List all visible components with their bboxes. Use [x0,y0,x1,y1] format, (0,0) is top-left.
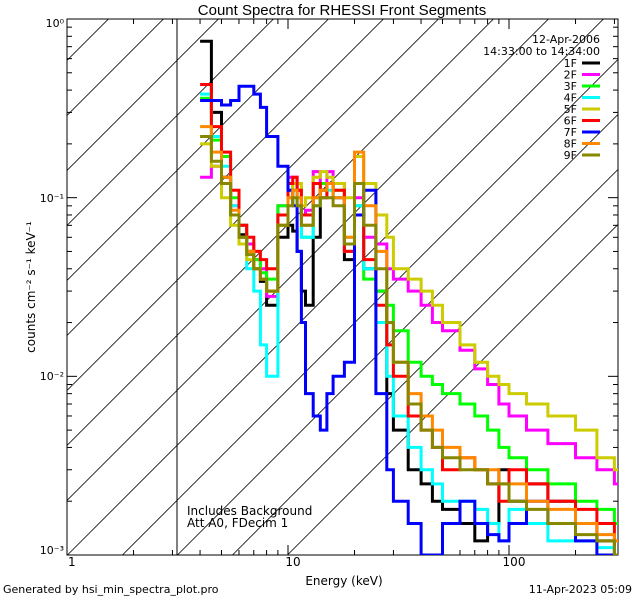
y-tick-label-1e-3: 10⁻³ [40,544,64,557]
hatch-line [67,19,440,392]
shaded-region [67,19,618,555]
hatch-line [67,19,110,62]
y-tick-label-1e-1: 10⁻¹ [40,192,64,205]
hatch-line [67,19,165,117]
hatch-line [122,58,618,555]
hatch-line [67,19,330,282]
footer-timestamp: 11-Apr-2023 05:09 [528,583,632,596]
legend-label-9F: 9F [564,149,577,162]
legend-label-8F: 8F [564,138,577,151]
y-tick-label-1e0: 10⁰ [46,17,65,30]
series-5F [200,142,618,472]
y-tick-label-1e-2: 10⁻² [40,370,64,383]
plot-frame [66,18,619,556]
axis-ticks [66,18,618,556]
hatch-line [67,19,220,172]
x-tick-label-1: 1 [68,555,76,569]
legend-label-4F: 4F [564,92,577,105]
series-7F [200,84,618,555]
hatch-line [287,223,618,555]
series-2F [200,164,618,486]
series-9F [200,135,618,555]
legend-label-2F: 2F [564,69,577,82]
hatch-line [67,19,495,447]
x-axis-label: Energy (keV) [305,574,382,588]
footer-generator: Generated by hsi_min_spectra_plot.pro [3,583,219,596]
legend-label-1F: 1F [564,57,577,70]
time-range-label: 14:33:00 to 14:34:00 [483,45,600,58]
hatch-line [67,19,385,337]
series-3F [200,96,618,525]
x-tick-label-10: 10 [285,555,300,569]
annotation-background: Includes Background [187,504,312,518]
hatch-line [67,19,605,555]
chart-title: Count Spectra for RHESSI Front Segments [198,2,486,19]
hatch-line [67,19,275,227]
series-4F [200,92,618,555]
hatch-line [177,113,618,555]
y-axis-label: counts cm⁻² s⁻¹ keV⁻¹ [24,221,38,353]
legend-label-6F: 6F [564,115,577,128]
legend-label-7F: 7F [564,126,577,139]
date-label: 12-Apr-2006 [532,33,600,46]
hatch-line [232,168,618,555]
legend-label-5F: 5F [564,103,577,116]
x-tick-label-100: 100 [503,555,526,569]
annotation-attenuator: Att A0, FDecim 1 [187,516,288,530]
series-6F [200,83,618,543]
series-1F [200,39,618,555]
legend-label-3F: 3F [564,80,577,93]
series-group [200,39,618,555]
series-8F [200,125,618,543]
